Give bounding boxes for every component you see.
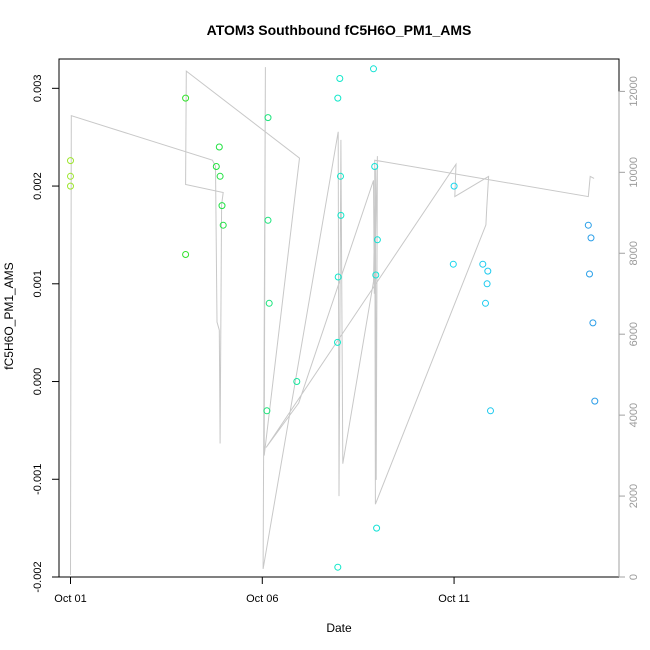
scatter-point (487, 407, 494, 415)
scatter-point (587, 234, 595, 242)
scatter-point (336, 75, 344, 82)
scatter-point (482, 299, 489, 307)
x-axis-label: Date (326, 621, 352, 635)
scatter-point (373, 524, 381, 532)
scatter-point (372, 271, 380, 279)
scatter-point (334, 563, 342, 571)
scatter-point (264, 114, 272, 122)
y-tick-label: -0.001 (32, 464, 44, 495)
scatter-point (591, 397, 599, 405)
y-axis: -0.002 -0.001 0.000 0.001 0.002 0.003 (32, 75, 60, 593)
right-y-tick-label: 12000 (628, 76, 640, 107)
scatter-point (337, 172, 344, 180)
right-y-axis: 0 2000 4000 6000 8000 10000 12000 (618, 76, 640, 580)
y-tick-label: -0.002 (32, 561, 44, 592)
scatter-point (218, 202, 226, 210)
scatter-point (219, 221, 227, 229)
y-axis-label: fC5H6O_PM1_AMS (2, 262, 16, 369)
right-axis-series-line (70, 67, 595, 576)
y-tick-label: 0.000 (32, 368, 44, 396)
right-y-tick-label: 4000 (628, 403, 640, 427)
scatter-point (483, 280, 491, 288)
scatter-point (334, 94, 342, 102)
scatter-point (449, 260, 457, 268)
x-axis: Oct 01 Oct 06 Oct 11 (54, 576, 470, 605)
scatter-point (337, 211, 345, 219)
chart-title: ATOM3 Southbound fC5H6O_PM1_AMS (207, 22, 472, 38)
scatter-points (67, 65, 599, 571)
y-tick-label: 0.003 (32, 75, 44, 103)
scatter-point (334, 273, 342, 281)
scatter-point (264, 216, 272, 224)
scatter-point (182, 94, 190, 102)
scatter-point (584, 221, 592, 229)
scatter-point (370, 65, 377, 73)
scatter-point (67, 157, 74, 165)
right-y-tick-label: 10000 (628, 157, 640, 188)
scatter-point (215, 143, 223, 151)
x-tick-label: Oct 01 (54, 593, 86, 605)
scatter-point (450, 182, 458, 190)
scatter-point (371, 163, 379, 170)
scatter-point (484, 267, 492, 275)
scatter-point (263, 407, 271, 415)
scatter-point (293, 378, 301, 385)
right-y-tick-label: 6000 (628, 322, 640, 346)
x-tick-label: Oct 06 (246, 593, 278, 605)
y-tick-label: 0.002 (32, 172, 44, 200)
scatter-point (589, 319, 597, 327)
right-axis-line-series (70, 67, 595, 576)
x-tick-label: Oct 11 (438, 593, 470, 605)
right-y-tick-label: 8000 (628, 241, 640, 265)
scatter-point (67, 182, 74, 190)
right-y-tick-label: 0 (628, 574, 640, 580)
scatter-point (334, 338, 341, 346)
right-y-tick-label: 2000 (628, 484, 640, 508)
scatter-point (479, 260, 487, 268)
y-tick-label: 0.001 (32, 270, 44, 298)
scatter-point (265, 299, 273, 307)
scatter-point (586, 270, 593, 278)
scatter-point (373, 236, 381, 244)
scatter-point (216, 172, 224, 180)
scatter-point (182, 251, 190, 258)
scatter-point (67, 172, 74, 180)
scatter-point (212, 163, 220, 170)
